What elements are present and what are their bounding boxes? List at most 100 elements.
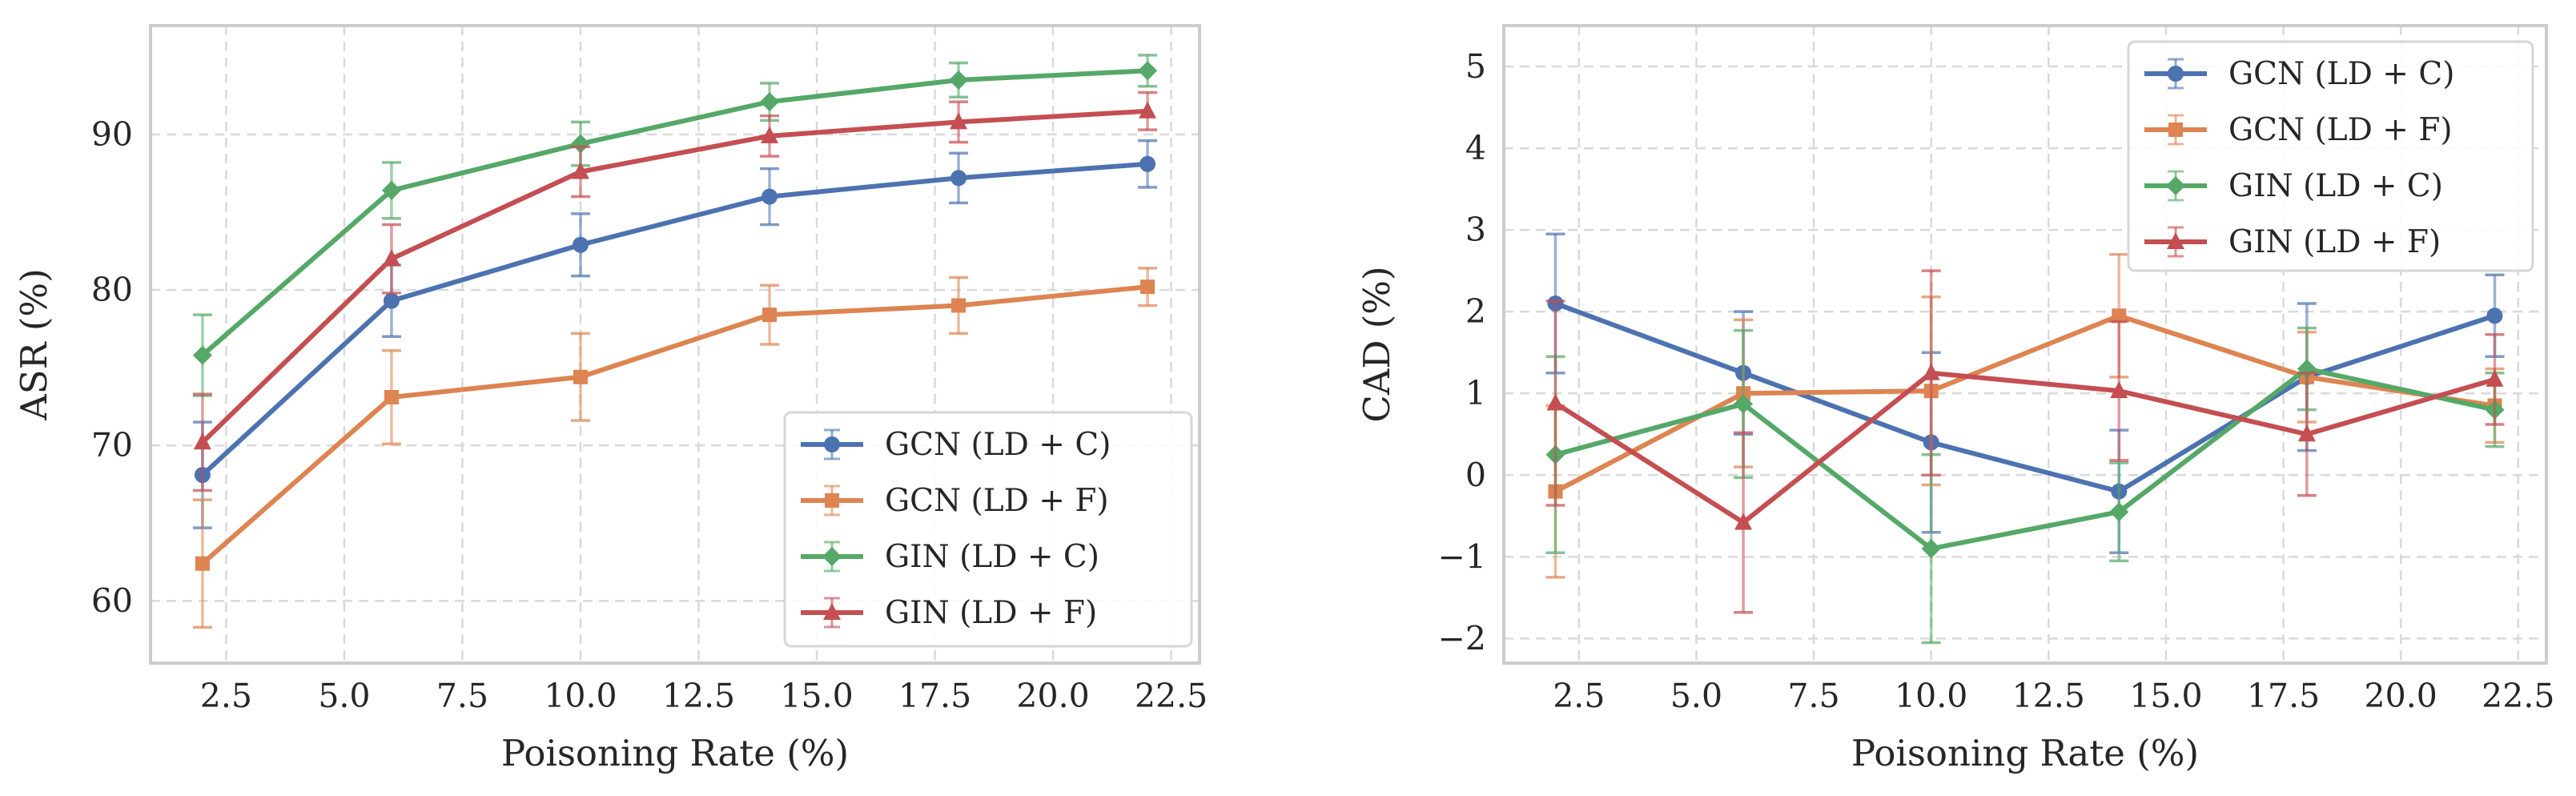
data-point [951, 298, 967, 313]
legend-marker [2168, 66, 2184, 82]
legend-label: GIN (LD + C) [2228, 168, 2443, 204]
legend-entry: GIN (LD + F) [2144, 224, 2441, 260]
y-tick-label: 4 [1465, 129, 1486, 167]
asr-chart: 2.5 5.0 7.5 10.0 12.5 15.0 17.5 20.0 22.5 60 70 80 9… [13, 24, 1208, 774]
legend-entry: GCN (LD + C) [801, 427, 1111, 463]
x-tick-label: 15.0 [2129, 677, 2202, 715]
x-tick-label: 2.5 [200, 677, 252, 715]
data-point [1921, 539, 1941, 559]
legend-label: GIN (LD + C) [885, 539, 1099, 575]
x-tick-label: 15.0 [780, 677, 853, 715]
x-tick-label: 12.5 [2012, 677, 2085, 715]
data-point [2297, 424, 2316, 442]
x-tick-label: 22.5 [2482, 677, 2554, 715]
series-line [1554, 301, 2496, 494]
axes-frame [149, 24, 1201, 665]
y-tick-label: 80 [91, 271, 133, 309]
data-point [2109, 502, 2129, 522]
data-point [381, 180, 401, 200]
data-point [1139, 101, 1157, 119]
series-line [200, 68, 1148, 357]
x-tick-label: 10.0 [544, 677, 617, 715]
data-point [571, 162, 589, 179]
y-tick-label: −1 [1438, 537, 1486, 576]
legend-entry: GCN (LD + C) [2144, 56, 2454, 92]
x-tick-label: 2.5 [1553, 677, 1605, 715]
data-point [1546, 393, 1565, 411]
cad-chart: 2.5 5.0 7.5 10.0 12.5 15.0 17.5 20.0 22.5 −2 −1 0 1 2… [1356, 24, 2554, 774]
legend-marker [2167, 232, 2184, 249]
series-line [1554, 366, 2496, 552]
data-point [761, 126, 779, 143]
legend-entry: GIN (LD + C) [801, 539, 1099, 575]
x-tick-label: 20.0 [2365, 677, 2437, 715]
legend-box [783, 411, 1193, 648]
legend-label: GCN (LD + C) [885, 427, 1111, 463]
legend-marker [2168, 123, 2183, 137]
data-point [762, 308, 778, 323]
x-tick-label: 12.5 [662, 677, 735, 715]
data-point [572, 236, 589, 253]
series-line [1553, 370, 2496, 525]
legend-marker [824, 436, 840, 452]
data-point [2486, 308, 2503, 324]
series-line [1554, 313, 2495, 494]
x-tick-label: 7.5 [1787, 677, 1839, 715]
y-tick-label: −2 [1438, 619, 1486, 657]
data-point [950, 170, 967, 187]
legend-marker [825, 493, 839, 508]
y-axis-label: ASR (%) [13, 268, 55, 420]
legend-label: GCN (LD + F) [885, 483, 1109, 519]
x-axis-label: Poisoning Rate (%) [1851, 732, 2199, 774]
legend-label: GCN (LD + C) [2228, 56, 2454, 92]
data-point [382, 249, 400, 267]
data-point [949, 70, 969, 90]
data-point [193, 432, 211, 450]
y-tick-label: 90 [91, 115, 133, 154]
legend-entry: GCN (LD + F) [801, 483, 1109, 519]
series-2 [192, 54, 1158, 397]
data-point [195, 556, 210, 571]
data-point [950, 112, 968, 130]
series-line [200, 284, 1148, 565]
x-tick-label: 10.0 [1895, 677, 1967, 715]
legend-marker [2166, 176, 2185, 195]
x-tick-label: 17.5 [898, 677, 971, 715]
y-tick-label: 5 [1465, 47, 1486, 86]
legend-box [2127, 40, 2534, 272]
legend-marker [822, 547, 842, 566]
legend-entry: GCN (LD + F) [2144, 112, 2453, 148]
x-tick-label: 22.5 [1135, 677, 1208, 715]
data-point [1922, 363, 1940, 380]
legend-label: GCN (LD + F) [2228, 112, 2453, 148]
legend-label: GIN (LD + F) [2228, 224, 2441, 260]
x-axis-label: Poisoning Rate (%) [501, 732, 849, 774]
y-tick-label: 70 [91, 426, 133, 464]
x-tick-label: 7.5 [436, 677, 488, 715]
data-point [1734, 513, 1753, 530]
legend-entry: GIN (LD + C) [2144, 168, 2443, 204]
data-point [2486, 369, 2504, 387]
series-line [200, 108, 1148, 444]
y-tick-label: 0 [1465, 456, 1486, 494]
data-point [384, 390, 399, 405]
data-point [570, 134, 590, 154]
x-tick-label: 17.5 [2247, 677, 2320, 715]
y-tick-label: 3 [1465, 211, 1486, 249]
legend-label: GIN (LD + F) [885, 595, 1097, 631]
x-tick-label: 5.0 [318, 677, 370, 715]
series-3 [1545, 269, 2505, 614]
y-tick-label: 60 [91, 581, 133, 620]
x-tick-label: 5.0 [1670, 677, 1722, 715]
series-1 [192, 267, 1158, 629]
x-tick-label: 20.0 [1016, 677, 1089, 715]
series-line [200, 161, 1148, 477]
data-point [1734, 394, 1754, 414]
legend-entry: GIN (LD + F) [801, 595, 1097, 631]
axes-frame [1502, 24, 2548, 665]
data-point [1139, 155, 1156, 172]
data-point [383, 292, 400, 309]
legend-marker [823, 603, 841, 620]
y-axis-label: CAD (%) [1356, 266, 1398, 422]
